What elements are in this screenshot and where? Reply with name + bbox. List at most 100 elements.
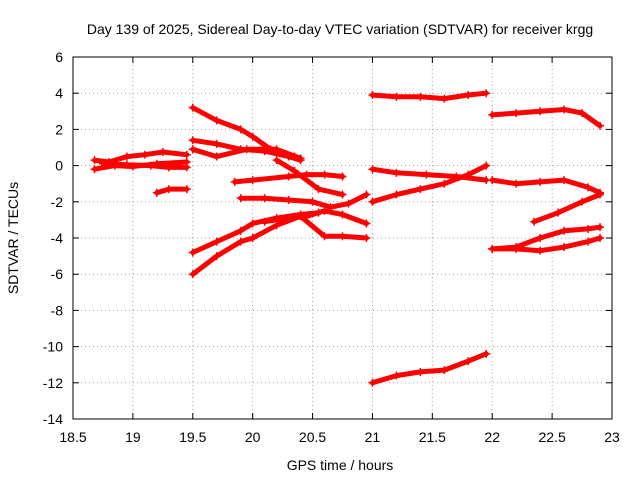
- data-point: [236, 194, 245, 203]
- data-point: [338, 210, 347, 219]
- data-point: [536, 107, 545, 116]
- data-point: [98, 159, 107, 168]
- data-point: [236, 237, 245, 246]
- data-point: [212, 139, 221, 148]
- axis-ticks: [72, 56, 613, 420]
- data-point: [488, 244, 497, 253]
- data-point: [368, 165, 377, 174]
- data-point: [392, 92, 401, 101]
- data-point: [248, 219, 257, 228]
- data-point: [344, 199, 353, 208]
- data-point: [560, 105, 569, 114]
- data-point: [236, 125, 245, 134]
- y-tick-label: 6: [55, 49, 63, 65]
- data-point: [230, 177, 239, 186]
- data-point: [560, 176, 569, 185]
- data-point: [512, 179, 521, 188]
- data-point: [362, 219, 371, 228]
- data-point: [488, 110, 497, 119]
- data-point: [188, 103, 197, 112]
- data-point: [368, 91, 377, 100]
- data-point: [90, 165, 99, 174]
- data-point: [188, 145, 197, 154]
- data-point: [338, 172, 347, 181]
- data-point: [362, 190, 371, 199]
- data-point: [188, 270, 197, 279]
- y-tick-label: -8: [51, 302, 64, 318]
- data-point: [482, 89, 491, 98]
- data-point: [164, 163, 173, 172]
- data-point: [248, 132, 257, 141]
- data-point: [140, 150, 149, 159]
- data-point: [464, 91, 473, 100]
- x-tick-label: 20.5: [299, 429, 326, 445]
- data-point: [284, 214, 293, 223]
- x-axis-label: GPS time / hours: [287, 457, 394, 473]
- series-arc-11: [274, 157, 345, 198]
- data-point: [308, 197, 317, 206]
- y-tick-label: 4: [55, 85, 63, 101]
- data-point: [338, 232, 347, 241]
- x-tick-label: 22: [484, 429, 500, 445]
- data-point: [530, 217, 539, 226]
- x-tick-label: 19: [125, 429, 141, 445]
- data-point: [440, 366, 449, 375]
- data-point: [512, 244, 521, 253]
- data-point: [440, 94, 449, 103]
- data-point: [182, 150, 191, 159]
- data-point: [212, 152, 221, 161]
- data-point: [260, 217, 269, 226]
- x-tick-label: 21: [365, 429, 381, 445]
- data-point: [188, 248, 197, 257]
- y-axis-label: SDTVAR / TECUs: [5, 182, 21, 294]
- y-tick-label: -14: [43, 411, 63, 427]
- data-point: [416, 92, 425, 101]
- data-point: [392, 190, 401, 199]
- data-point: [536, 234, 545, 242]
- data-point: [440, 179, 449, 188]
- data-point: [482, 161, 491, 170]
- data-point: [248, 234, 257, 242]
- data-point: [416, 367, 425, 376]
- data-point: [368, 197, 377, 206]
- data-point: [338, 190, 347, 199]
- data-point: [152, 188, 161, 197]
- data-series: [90, 89, 605, 387]
- data-point: [272, 145, 281, 154]
- data-point: [90, 156, 99, 165]
- data-point: [122, 160, 131, 169]
- data-point: [392, 371, 401, 380]
- y-tick-labels: -14 -12 -10 -8 -6 -4 -2 0 2 4 6: [43, 49, 63, 427]
- data-point: [482, 349, 491, 358]
- x-tick-label: 19.5: [179, 429, 206, 445]
- data-point: [584, 224, 593, 233]
- x-tick-label: 21.5: [419, 429, 446, 445]
- data-point: [320, 232, 329, 241]
- data-point: [272, 221, 281, 230]
- x-tick-labels: 18.5 19 19.5 20 20.5 21 21.5 22 22.5 23: [59, 429, 620, 445]
- data-point: [554, 208, 563, 217]
- data-point: [578, 197, 587, 206]
- data-point: [296, 154, 305, 163]
- data-point: [146, 161, 155, 170]
- data-point: [512, 109, 521, 118]
- data-point: [596, 234, 605, 242]
- series-arc-17: [369, 351, 489, 386]
- data-point: [242, 145, 251, 154]
- data-point: [578, 109, 587, 118]
- data-point: [182, 163, 191, 172]
- data-point: [560, 226, 569, 235]
- data-point: [596, 223, 605, 232]
- data-point: [320, 206, 329, 215]
- data-point: [212, 237, 221, 246]
- data-point: [188, 136, 197, 145]
- chart-title: Day 139 of 2025, Sidereal Day-to-day VTE…: [87, 21, 593, 37]
- x-tick-label: 22.5: [538, 429, 565, 445]
- data-point: [596, 190, 605, 199]
- data-point: [236, 226, 245, 235]
- data-point: [422, 170, 431, 179]
- data-point: [536, 177, 545, 186]
- data-point: [314, 185, 323, 194]
